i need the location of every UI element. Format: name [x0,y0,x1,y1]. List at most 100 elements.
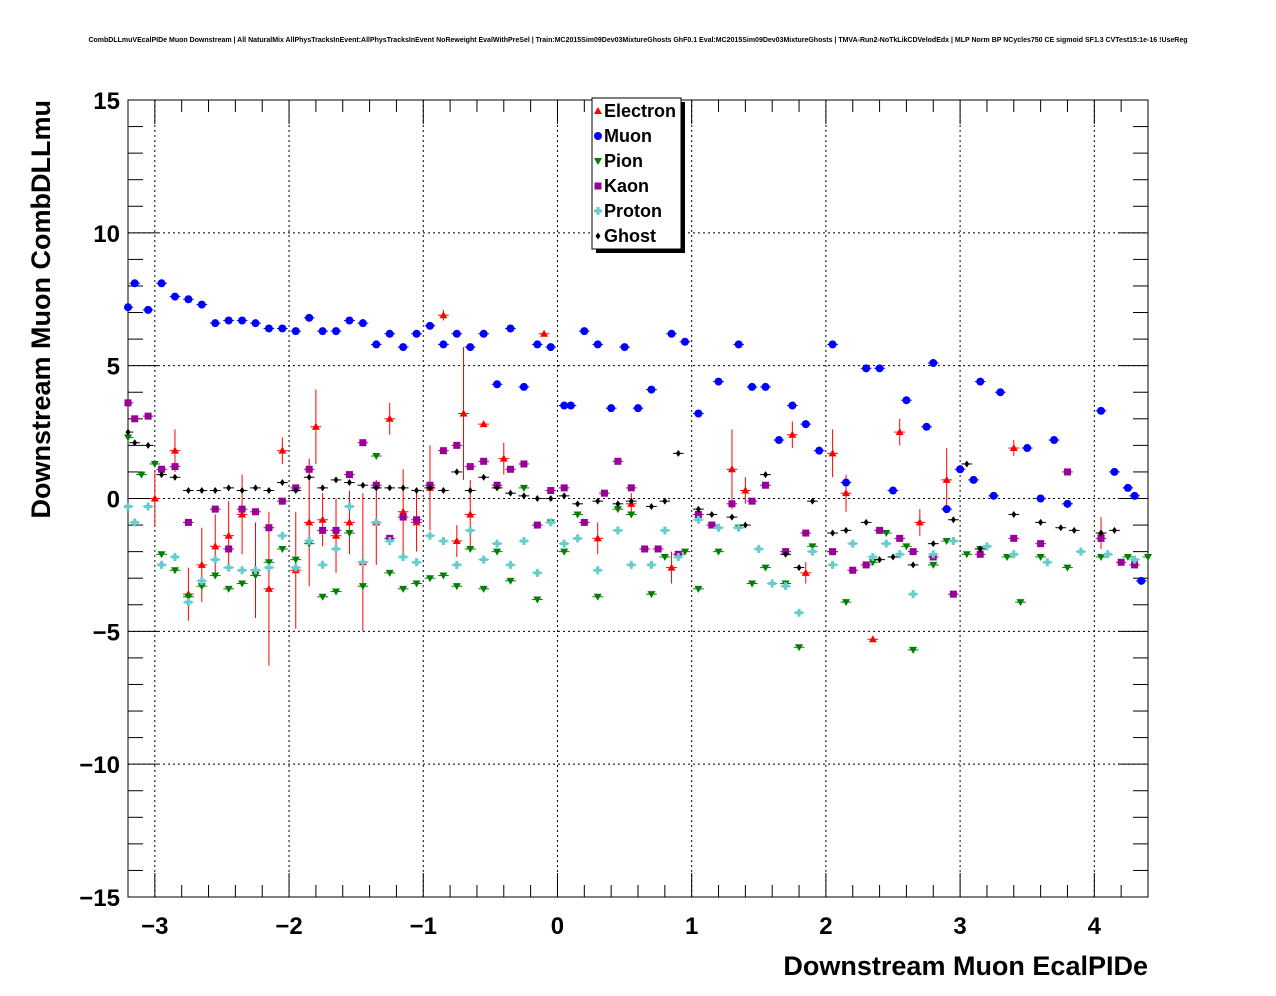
x-tick-label: 1 [685,913,698,940]
muon-point [170,292,179,301]
ghost-point [125,428,131,436]
pion-point [157,551,166,559]
muon-point [251,319,260,328]
ghost-point [628,497,634,505]
pion-point [1016,599,1025,607]
ghost-point [548,495,554,502]
kaon-point [1131,561,1139,569]
proton-point [828,560,837,569]
electron-point [170,446,179,454]
proton-point [318,560,327,569]
ghost-point [293,487,299,495]
y-tick-label: −5 [93,619,120,646]
muon-point [385,329,394,338]
ghost-point [440,487,446,495]
proton-point [560,539,569,548]
kaon-point [708,521,716,529]
electron-point [593,534,602,542]
kaon-point [614,457,622,465]
legend-box [591,97,682,250]
kaon-point [332,526,340,534]
muon-point [828,340,837,349]
electron-point [479,420,488,428]
pion-point [1097,553,1106,561]
muon-point [667,329,676,338]
electron-point [224,531,233,539]
kaon-point [694,510,702,518]
kaon-point [976,550,984,558]
ghost-point [1038,518,1044,526]
proton-point [674,552,683,561]
data-markers [124,279,1152,666]
ghost-point [877,556,883,564]
pion-point [224,585,233,593]
proton-point [197,576,206,585]
kaon-point [862,561,870,569]
ghost-point [1071,526,1077,534]
legend-marker-muon [594,132,602,140]
muon-point [566,401,575,410]
muon-point [224,316,233,325]
electron-point [264,584,273,592]
proton-point [949,537,958,546]
proton-point [305,537,314,546]
pion-point [593,593,602,601]
ghost-point [306,473,312,481]
ghost-series [125,428,1120,572]
electron-point [399,507,408,515]
pion-point [479,585,488,593]
proton-point [184,598,193,607]
pion-point [184,593,193,601]
ghost-point [729,513,735,521]
legend-marker-pion [594,158,602,165]
pion-point [251,572,260,580]
muon-point [694,409,703,418]
kaon-point [520,460,528,468]
muon-point [1036,494,1045,503]
legend-marker-proton [594,207,602,215]
kaon-point [184,518,192,526]
electron-point [278,446,287,454]
proton-point [144,502,153,511]
muon-point [452,329,461,338]
x-tick-label: 0 [551,913,564,940]
legend-label-electron: Electron [604,101,676,121]
pion-point [238,580,247,588]
muon-point [989,491,998,500]
pion-point [197,583,206,591]
kaon-point [1097,534,1105,542]
kaon-point [453,441,461,449]
muon-point [875,364,884,373]
electron-point [499,454,508,462]
ghost-point [279,479,285,487]
x-tick-label: −1 [410,913,437,940]
proton-point [734,523,743,532]
ghost-point [253,484,258,492]
legend-marker-kaon [594,182,602,190]
y-tick-label: 5 [107,354,120,381]
pion-point [660,553,669,561]
electron-point [452,537,461,545]
muon-point [761,382,770,391]
ghost-point [481,473,487,481]
electron-point [318,515,327,523]
electron-point [311,422,320,430]
pion-point [1123,553,1132,561]
y-tick-label: −10 [79,752,120,779]
electron-point [466,510,475,518]
pion-point [962,551,971,559]
muon-point [372,340,381,349]
proton-point [895,550,904,559]
pion-point [1063,564,1072,572]
ghost-point [373,484,379,492]
ghost-point [494,484,500,492]
muon-point [1050,436,1059,445]
y-tick-label: −15 [79,885,120,912]
electron-point [727,465,736,473]
proton-point [399,552,408,561]
proton-point [1009,550,1018,559]
muon-point [801,420,810,429]
muon-point [278,324,287,333]
ghost-point [521,492,527,500]
ghost-point [132,439,138,447]
